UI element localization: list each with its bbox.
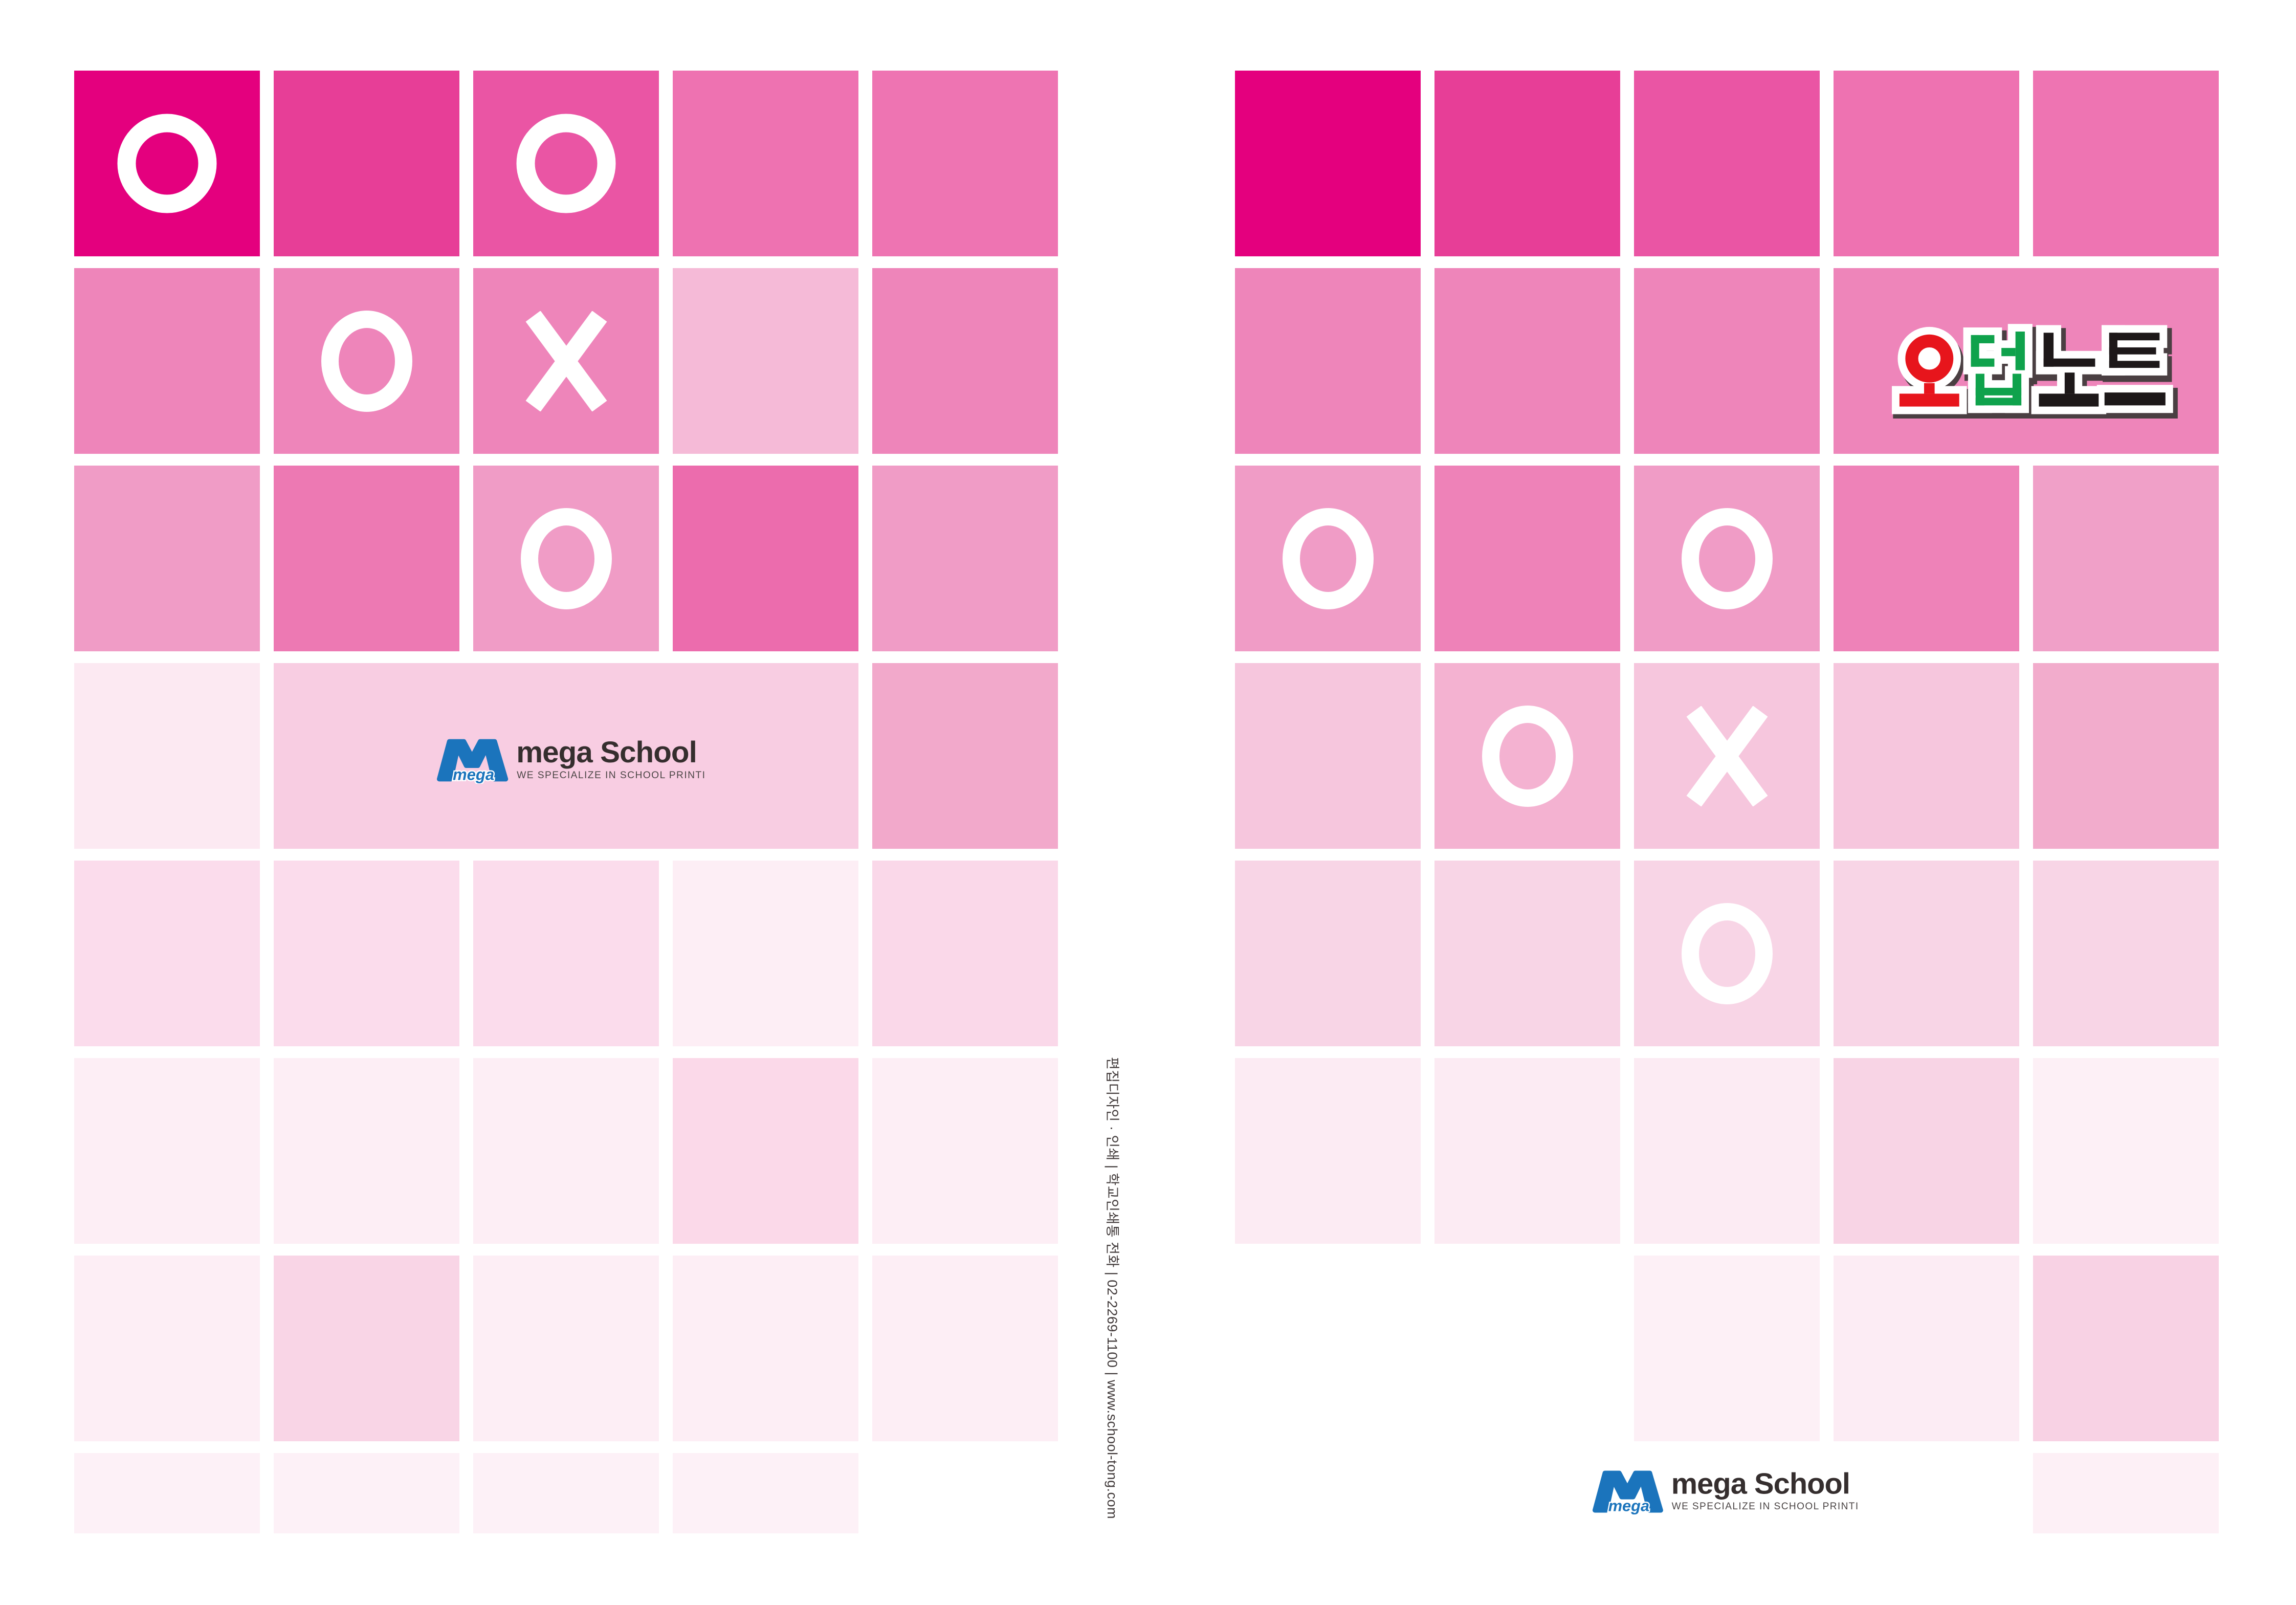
grid-cell [1235,1058,1421,1244]
brand-band [274,663,858,849]
grid-cell [1434,268,1620,454]
grid-cell [74,268,260,454]
grid-cell [2033,1256,2219,1441]
grid-cell [872,71,1058,256]
grid-cell [1634,71,1820,256]
grid-cell [274,268,459,454]
brand-name: mega School [1671,1467,1850,1500]
grid-cell [74,466,260,651]
grid-cell [2033,71,2219,256]
grid-cell [872,1256,1058,1441]
grid-cell [1235,861,1421,1046]
brand-name: mega School [516,736,697,769]
grid-cell [1834,71,2019,256]
spine-text: 편집디자인 · 인쇄 | 학교인쇄통 전화 | 02-2269-1100 | w… [1105,1057,1120,1520]
grid-cell [274,1058,459,1244]
grid-cell [1434,71,1620,256]
mega-school-logo: mega mega School WE SPECIALIZE IN SCHOOL… [1592,1467,1859,1515]
grid-cell [2033,1453,2219,1533]
grid-cell [1834,466,2019,651]
grid-cell [1235,268,1421,454]
grid-cell [473,861,659,1046]
grid-cell [74,1058,260,1244]
grid-cell [872,466,1058,651]
title-char-o [1899,334,1959,407]
grid-cell [274,861,459,1046]
grid-cell [274,1453,459,1533]
grid-cell [1634,268,1820,454]
title-char-dap [1971,332,2025,406]
x-mark-icon [1686,706,1768,806]
grid-cell [1235,663,1421,849]
o-mark-icon [1282,508,1374,609]
grid-cell [673,71,858,256]
grid-cell [1634,466,1820,651]
title-char-no [2039,333,2099,407]
grid-cell [1834,1256,2019,1441]
mega-m-mark [1592,1470,1663,1513]
grid-cell [1434,466,1620,651]
grid-cell [673,1256,858,1441]
grid-cell [74,71,260,256]
o-mark-icon [321,310,412,412]
grid-cell [673,1058,858,1244]
grid-cell [274,71,459,256]
mega-mark-text: mega [453,766,494,784]
grid-cell [1434,663,1620,849]
grid-cell [872,663,1058,849]
grid-cell [872,861,1058,1046]
grid-cell [1834,1058,2019,1244]
grid-cell [473,268,659,454]
grid-cell [74,663,260,849]
grid-cell [1634,1256,1820,1441]
grid-cell [473,1256,659,1441]
grid-cell [274,1256,459,1441]
grid-cell [673,466,858,651]
grid-cell [1834,861,2019,1046]
brand-tagline: WE SPECIALIZE IN SCHOOL PRINTING [517,770,706,781]
grid-cell [473,466,659,651]
grid-cell [2033,1058,2219,1244]
mega-mark-text: mega [1608,1497,1649,1515]
grid-cell [673,268,858,454]
grid-cell [2033,663,2219,849]
grid-cell [1434,1058,1620,1244]
cover-title [1888,323,2178,419]
o-mark-icon [1482,705,1573,807]
o-mark-icon [1681,508,1773,609]
title-outline [1900,332,2166,407]
o-mark-icon [117,114,217,213]
o-mark-icon [520,508,612,609]
o-mark-icon [1681,903,1773,1004]
grid-cell [473,1058,659,1244]
grid-cell [74,1453,260,1533]
grid-cell [74,1256,260,1441]
grid-cell [673,1453,858,1533]
grid-cell [74,861,260,1046]
grid-cell [1235,71,1421,256]
mega-m-mark [436,739,509,782]
mega-school-logo: mega mega School WE SPECIALIZE IN SCHOOL… [436,736,706,784]
grid-cell [274,466,459,651]
grid-cell [2033,861,2219,1046]
grid-cell [1634,861,1820,1046]
grid-cell [1434,861,1620,1046]
brand-tagline: WE SPECIALIZE IN SCHOOL PRINTING [1672,1501,1859,1512]
grid-cell [473,71,659,256]
grid-cell [872,268,1058,454]
x-mark-icon [525,311,607,411]
grid-cell [473,1453,659,1533]
grid-cell [2033,466,2219,651]
grid-cell [1235,466,1421,651]
grid-cell [872,1058,1058,1244]
grid-cell [1634,663,1820,849]
o-mark-icon [516,114,616,213]
title-char-teu [2104,333,2166,406]
grid-cell [1834,663,2019,849]
grid-cell [673,861,858,1046]
grid-cell [1634,1058,1820,1244]
